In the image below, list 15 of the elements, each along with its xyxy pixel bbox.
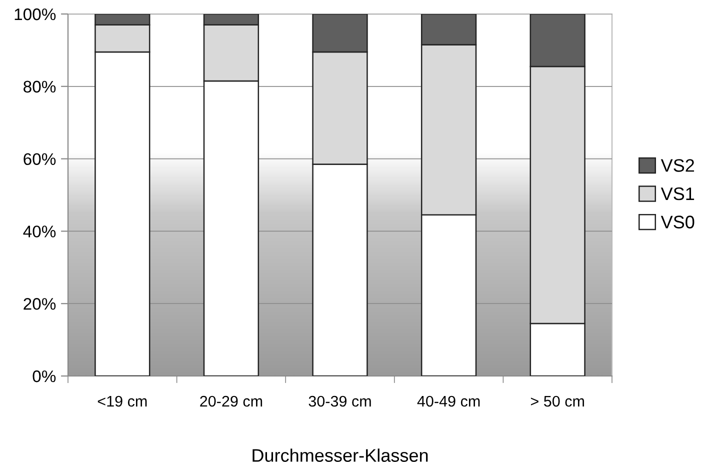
x-tick-label: 20-29 cm — [200, 396, 262, 407]
y-tick-label: 80% — [24, 80, 56, 93]
legend-label: VS1 — [660, 187, 694, 200]
y-tick-label: 60% — [24, 153, 56, 166]
x-tick-label: 30-39 cm — [308, 396, 371, 407]
legend-label: VS0 — [660, 216, 694, 228]
y-tick-label: 40% — [23, 226, 56, 238]
y-tick-label: 100% — [14, 8, 56, 20]
x-axis-title: Durchmesser-Klassen — [252, 448, 428, 462]
y-tick-label: 20% — [24, 298, 56, 310]
legend-label: VS2 — [660, 159, 694, 172]
x-tick-label: 40-49 cm — [417, 396, 480, 407]
y-tick-label: 0% — [32, 370, 56, 382]
x-tick-label: > 50 cm — [530, 396, 584, 407]
x-tick-label: <19 cm — [98, 396, 147, 407]
